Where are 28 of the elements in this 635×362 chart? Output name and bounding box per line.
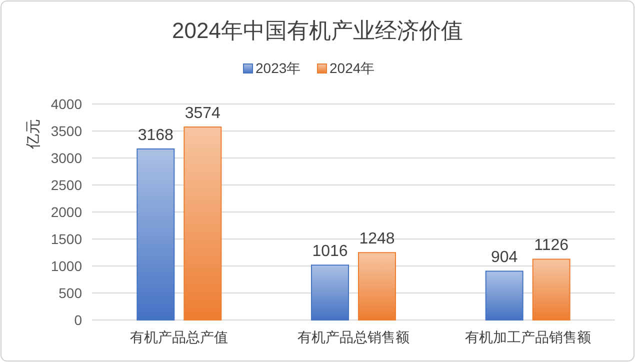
bar — [136, 148, 175, 320]
y-tick-label: 4000 — [50, 96, 82, 112]
y-tick-label: 1500 — [50, 231, 82, 247]
x-tick-label: 有机产品总产值 — [130, 329, 228, 345]
data-label: 3168 — [138, 126, 174, 144]
y-tick-label: 1000 — [50, 258, 82, 274]
bar — [485, 270, 524, 320]
bar — [532, 258, 570, 320]
legend-label: 2023年 — [256, 60, 301, 76]
data-label: 1126 — [534, 237, 569, 254]
bar — [311, 264, 349, 320]
y-axis-title: 亿元 — [25, 119, 42, 150]
data-label: 1248 — [359, 230, 395, 248]
y-tick-label: 2500 — [50, 177, 82, 193]
data-label: 3574 — [184, 105, 221, 122]
y-tick-label: 2000 — [50, 204, 82, 220]
data-label: 904 — [490, 249, 518, 266]
y-tick-label: 3000 — [50, 150, 82, 166]
bar — [358, 252, 396, 320]
legend-label: 2024年 — [330, 60, 375, 76]
x-tick-label: 有机加工产品销售额 — [464, 329, 591, 345]
bar — [184, 126, 222, 320]
x-tick-label: 有机产品总销售额 — [298, 329, 410, 345]
chart-title: 2024年中国有机产业经济价值 — [172, 18, 463, 43]
y-tick-label: 500 — [58, 285, 82, 301]
y-tick-label: 0 — [74, 312, 82, 328]
y-tick-label: 3500 — [50, 123, 82, 139]
data-label: 1016 — [312, 243, 348, 260]
